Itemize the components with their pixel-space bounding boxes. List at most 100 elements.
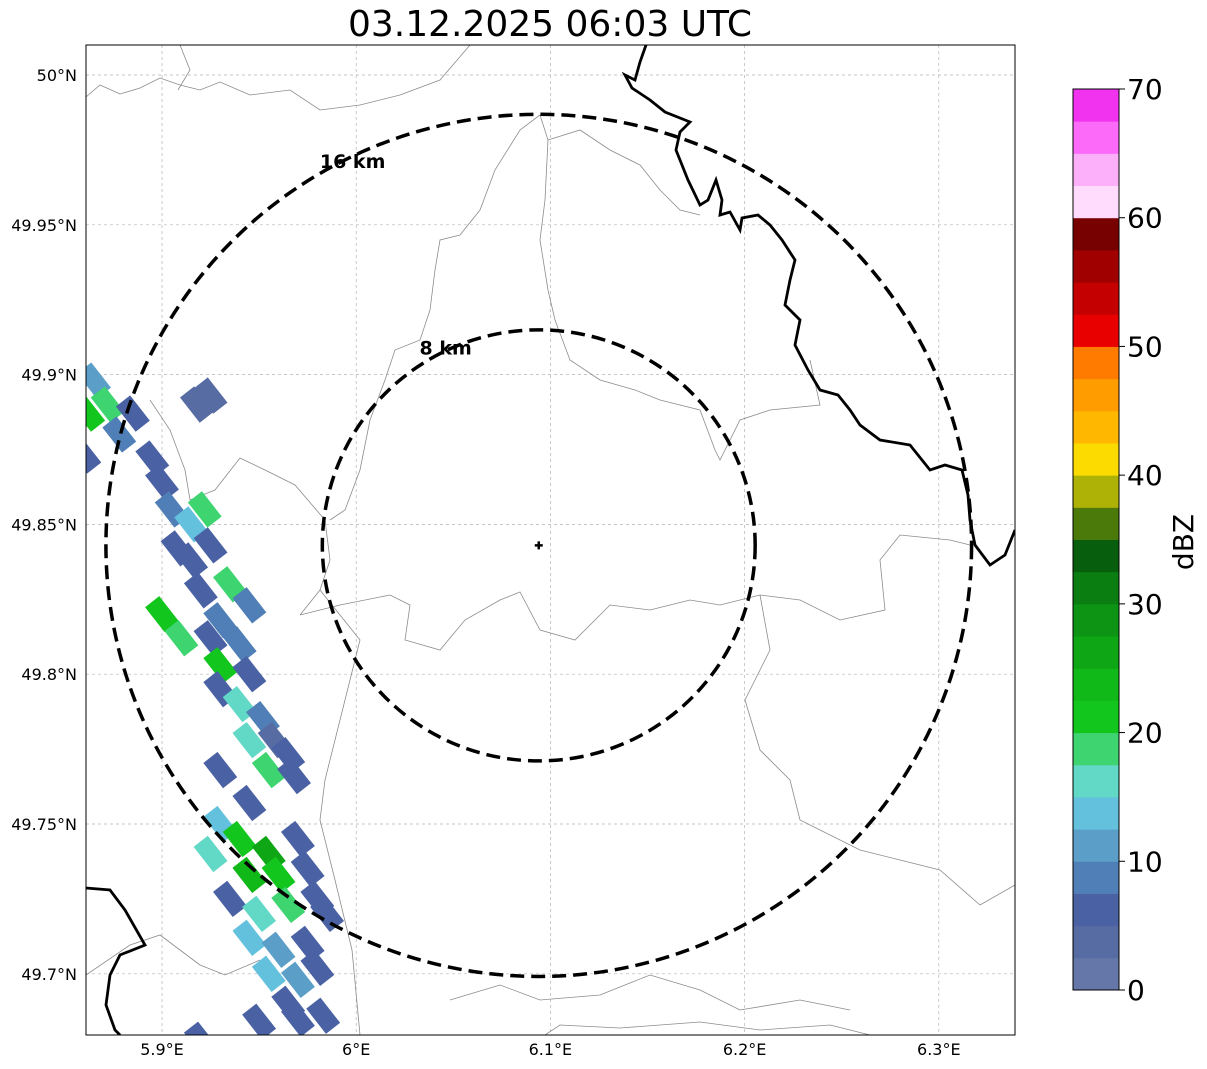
country-border-line xyxy=(621,45,1015,567)
echo-cell xyxy=(271,886,306,924)
echo-cell xyxy=(306,997,341,1034)
echo-cell xyxy=(242,895,277,933)
colorbar-tick-label: 50 xyxy=(1127,330,1163,363)
border-line xyxy=(744,594,1015,906)
echo-cell xyxy=(90,386,125,423)
echo-cell xyxy=(280,1000,315,1035)
colorbar-swatch xyxy=(1073,861,1119,894)
lat-tick-label: 49.85°N xyxy=(11,515,77,534)
colorbar-swatch xyxy=(1073,571,1119,605)
echo-cell xyxy=(222,820,257,858)
echo-cell xyxy=(203,602,238,639)
echo-cell xyxy=(213,566,247,603)
echo-cell xyxy=(203,647,238,684)
colorbar-swatch xyxy=(1073,539,1119,573)
echo-cell xyxy=(145,464,179,501)
echo-cell xyxy=(183,1021,218,1035)
echo-cell xyxy=(232,656,267,693)
admin-borders xyxy=(86,45,1015,1035)
echo-cell xyxy=(193,620,228,657)
colorbar-tick-label: 30 xyxy=(1127,588,1163,621)
echo-cell xyxy=(280,820,315,858)
lat-tick-label: 49.75°N xyxy=(11,815,77,834)
lon-tick-label: 5.9°E xyxy=(140,1040,184,1059)
echo-cell xyxy=(164,620,199,657)
echo-cell xyxy=(213,880,247,918)
colorbar-swatch xyxy=(1073,89,1119,122)
lat-tick-label: 49.9°N xyxy=(21,366,77,385)
colorbar-swatch xyxy=(1073,153,1119,187)
echo-cell xyxy=(232,784,267,822)
border-line xyxy=(149,399,331,616)
echo-cell xyxy=(310,895,345,933)
lat-tick-label: 49.8°N xyxy=(21,665,77,684)
border-line xyxy=(547,129,701,216)
border-line xyxy=(449,974,851,1011)
lon-tick-label: 6.2°E xyxy=(723,1040,767,1059)
colorbar-swatch xyxy=(1073,121,1119,154)
lat-tick-label: 49.95°N xyxy=(11,216,77,235)
range-ring-label: 16 km xyxy=(320,151,386,173)
echo-cell xyxy=(290,850,325,888)
colorbar-swatch xyxy=(1073,668,1119,701)
colorbar-swatch xyxy=(1073,475,1119,508)
colorbar-swatch xyxy=(1073,378,1119,412)
map-title: 03.12.2025 06:03 UTC xyxy=(347,4,753,45)
echo-cell xyxy=(300,949,335,986)
border-line xyxy=(319,589,361,1035)
colorbar-swatch xyxy=(1073,925,1119,959)
echo-cell xyxy=(193,527,228,564)
colorbar-swatch xyxy=(1073,764,1119,798)
range-rings: 8 km 16 km xyxy=(104,112,974,979)
echo-cell xyxy=(222,626,257,663)
colorbar-tick-label: 0 xyxy=(1127,974,1145,1007)
colorbar-swatch xyxy=(1073,410,1119,444)
echo-cell xyxy=(251,751,286,789)
border-line xyxy=(539,114,821,461)
echo-cell xyxy=(232,856,267,894)
colorbar-tick-label: 60 xyxy=(1127,202,1163,235)
echo-cell xyxy=(203,751,238,789)
echo-cell xyxy=(271,736,306,774)
echo-cell xyxy=(145,596,179,633)
echo-cell xyxy=(160,530,195,567)
range-ring xyxy=(320,328,757,763)
reflectivity-echoes xyxy=(86,362,345,1035)
colorbar-swatch xyxy=(1073,957,1119,991)
echo-cell xyxy=(193,835,228,873)
radar-site-marker xyxy=(534,541,543,550)
range-ring xyxy=(104,112,974,979)
echo-cell xyxy=(242,1003,277,1035)
colorbar-swatch xyxy=(1073,603,1119,637)
echo-cell xyxy=(187,491,222,528)
colorbar-swatch xyxy=(1073,442,1119,476)
colorbar-swatch xyxy=(1073,700,1119,734)
echo-cell xyxy=(261,931,296,968)
echo-cell xyxy=(232,587,267,624)
lat-tick-label: 49.7°N xyxy=(21,965,77,984)
echo-cell xyxy=(174,506,209,543)
colorbar-swatch xyxy=(1073,217,1119,251)
echo-cell xyxy=(86,437,102,474)
border-line xyxy=(86,45,471,111)
border-line xyxy=(329,114,541,521)
colorbar-label: dBZ xyxy=(1167,514,1200,570)
colorbar-swatch xyxy=(1073,636,1119,669)
colorbar-swatch xyxy=(1073,346,1119,380)
echo-cell xyxy=(86,395,106,432)
border-line xyxy=(86,934,261,976)
colorbar-frame xyxy=(1072,88,1120,991)
lon-tick-label: 6.1°E xyxy=(529,1040,573,1059)
range-ring-label: 8 km xyxy=(420,338,472,360)
border-line xyxy=(759,534,971,621)
colorbar-swatch xyxy=(1073,796,1119,830)
echo-cell xyxy=(232,919,267,956)
country-borders xyxy=(86,45,1015,1035)
echo-cell xyxy=(232,721,267,759)
border-line xyxy=(544,1021,871,1035)
echo-cell xyxy=(251,955,286,992)
colorbar-swatch xyxy=(1073,507,1119,540)
echo-cell xyxy=(280,961,315,998)
lon-tick-label: 6°E xyxy=(342,1040,370,1059)
